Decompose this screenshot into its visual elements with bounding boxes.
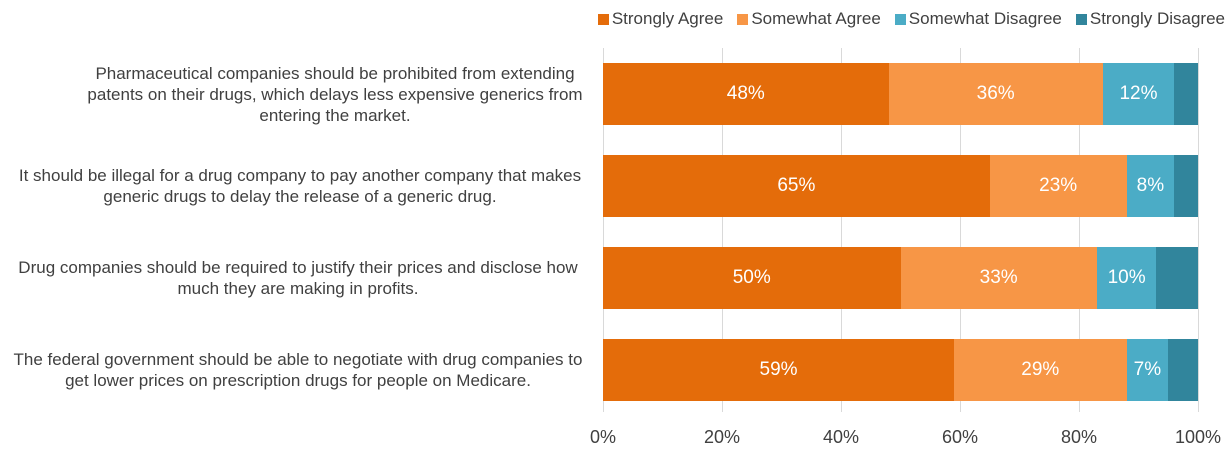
data-label: 8% bbox=[1136, 175, 1165, 196]
category-text: Drug companies should be required to jus… bbox=[18, 258, 578, 298]
bar-segment: 8% bbox=[1126, 155, 1175, 217]
category-text: The federal government should be able to… bbox=[13, 350, 583, 390]
legend-item: Somewhat Agree bbox=[737, 9, 881, 29]
category-text: It should be illegal for a drug company … bbox=[18, 166, 582, 206]
x-tick-label: 40% bbox=[822, 427, 860, 447]
bar-segment: 33% bbox=[900, 247, 1097, 309]
data-label: 48% bbox=[726, 83, 765, 104]
data-label: 12% bbox=[1119, 83, 1158, 104]
bar-segment: 10% bbox=[1096, 247, 1157, 309]
legend-item: Somewhat Disagree bbox=[894, 9, 1062, 29]
category-text: Pharmaceutical companies should be prohi… bbox=[87, 63, 583, 125]
data-label: 36% bbox=[976, 83, 1015, 104]
legend-label: Strongly Disagree bbox=[1089, 9, 1225, 28]
category-label: The federal government should be able to… bbox=[8, 330, 588, 410]
data-label: 7% bbox=[1133, 359, 1162, 380]
bar-segment bbox=[1174, 63, 1198, 125]
data-label: 33% bbox=[979, 267, 1018, 288]
bar-segment: 65% bbox=[603, 155, 990, 217]
x-tick-label: 20% bbox=[703, 427, 741, 447]
legend-swatch bbox=[737, 13, 749, 25]
bar-segment bbox=[1168, 339, 1198, 401]
grid-line bbox=[1197, 48, 1199, 412]
bar-segment: 48% bbox=[603, 63, 889, 125]
category-label: Drug companies should be required to jus… bbox=[8, 238, 588, 318]
legend-swatch bbox=[894, 13, 906, 25]
legend-swatch bbox=[1075, 13, 1087, 25]
x-tick-label: 60% bbox=[941, 427, 979, 447]
data-label: 50% bbox=[732, 267, 771, 288]
bar-segment: 59% bbox=[603, 339, 955, 401]
bar-segment: 36% bbox=[888, 63, 1103, 125]
category-label: It should be illegal for a drug company … bbox=[12, 146, 588, 226]
legend-label: Somewhat Disagree bbox=[908, 9, 1062, 28]
data-label: 65% bbox=[777, 175, 816, 196]
grid-line bbox=[1078, 48, 1080, 412]
bar-segment bbox=[1174, 155, 1198, 217]
grid-line bbox=[721, 48, 723, 412]
data-label: 10% bbox=[1107, 267, 1146, 288]
grid-line bbox=[602, 48, 604, 412]
data-label: 29% bbox=[1021, 359, 1060, 380]
bar-segment: 7% bbox=[1126, 339, 1169, 401]
legend-item: Strongly Disagree bbox=[1075, 9, 1225, 29]
bar-segment: 12% bbox=[1102, 63, 1175, 125]
legend-label: Somewhat Agree bbox=[751, 9, 881, 28]
legend-item: Strongly Agree bbox=[597, 9, 724, 29]
grid-line bbox=[959, 48, 961, 412]
data-label: 59% bbox=[759, 359, 798, 380]
bar-segment: 29% bbox=[954, 339, 1127, 401]
x-tick-label: 80% bbox=[1060, 427, 1098, 447]
bar-segment: 50% bbox=[603, 247, 901, 309]
legend-swatch bbox=[597, 13, 609, 25]
x-tick-label: 100% bbox=[1174, 427, 1222, 447]
x-tick-label: 0% bbox=[589, 427, 616, 447]
category-label: Pharmaceutical companies should be prohi… bbox=[82, 54, 588, 134]
bar-segment bbox=[1156, 247, 1198, 309]
bar-segment: 23% bbox=[989, 155, 1127, 217]
data-label: 23% bbox=[1039, 175, 1078, 196]
legend-label: Strongly Agree bbox=[611, 9, 724, 28]
grid-line bbox=[840, 48, 842, 412]
legend: Strongly Agree Somewhat Agree Somewhat Dis… bbox=[597, 9, 1225, 29]
